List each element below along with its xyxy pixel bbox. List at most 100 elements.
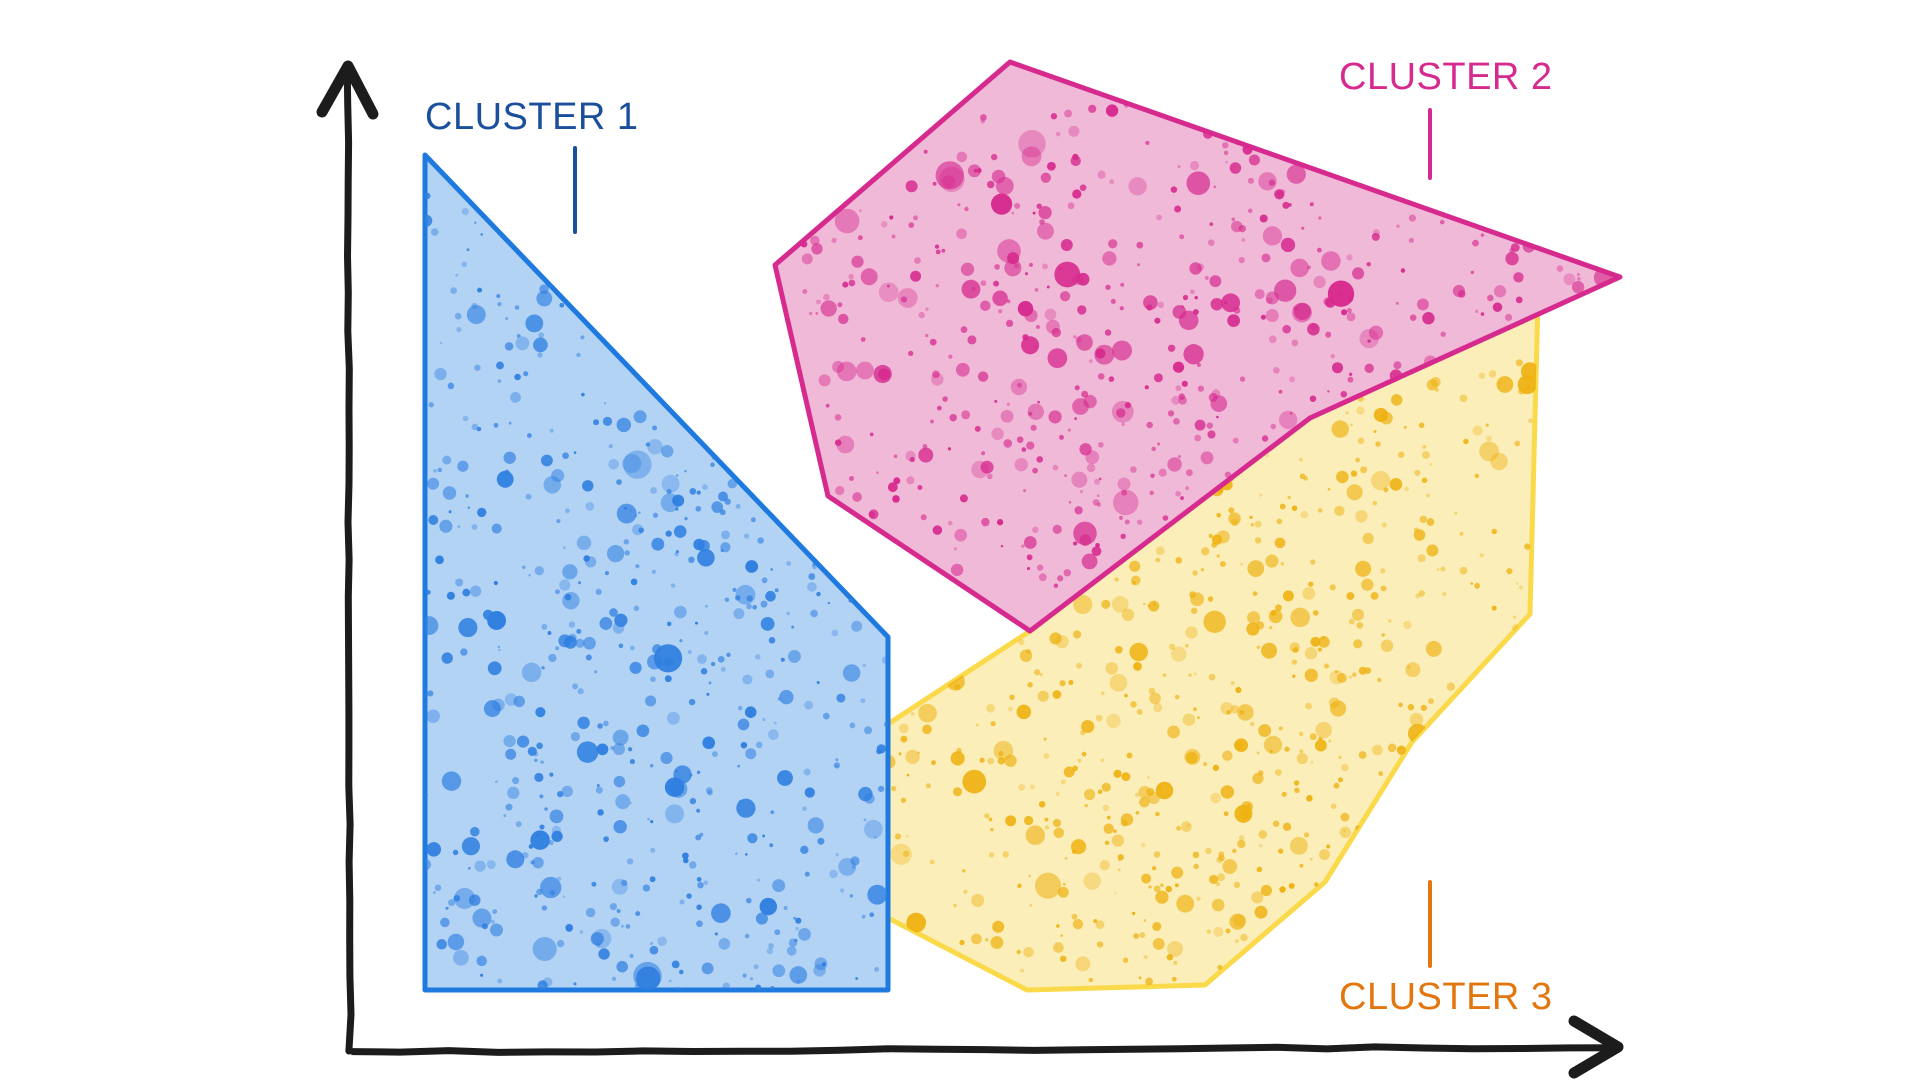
data-point <box>612 743 626 756</box>
data-point <box>1400 268 1406 273</box>
data-point <box>994 264 1000 270</box>
data-point <box>862 663 866 668</box>
data-point <box>1211 389 1221 398</box>
data-point <box>1309 857 1313 861</box>
data-point <box>1057 886 1069 898</box>
data-point <box>1310 636 1321 647</box>
data-point <box>664 675 672 683</box>
data-point <box>1172 361 1185 373</box>
data-point <box>568 621 576 628</box>
data-point <box>913 215 918 221</box>
cluster-1-points <box>425 192 888 990</box>
data-point <box>1446 682 1456 691</box>
data-point <box>1072 189 1082 199</box>
data-point <box>471 524 478 530</box>
data-point <box>525 314 544 333</box>
data-point <box>606 544 625 563</box>
data-point <box>1157 784 1162 789</box>
data-point <box>922 443 928 449</box>
data-point <box>742 973 747 978</box>
data-point <box>629 953 634 959</box>
data-point <box>1081 553 1098 570</box>
data-point <box>1366 261 1371 267</box>
data-point <box>1080 729 1086 736</box>
data-point <box>1345 411 1349 415</box>
cluster-1-group[interactable] <box>419 152 891 993</box>
data-point <box>735 595 741 601</box>
data-point <box>1136 708 1143 715</box>
data-point <box>1038 205 1052 220</box>
data-point <box>1135 810 1140 815</box>
data-point <box>1067 428 1071 432</box>
data-point <box>581 392 585 397</box>
data-point <box>886 284 890 288</box>
data-point <box>1571 281 1585 294</box>
data-point <box>496 361 504 370</box>
data-point <box>712 751 718 757</box>
data-point <box>1041 263 1049 270</box>
data-point <box>1185 644 1189 648</box>
data-point <box>1153 885 1161 893</box>
data-point <box>1153 851 1161 858</box>
data-point <box>576 741 599 763</box>
cluster-3-group[interactable] <box>882 297 1541 993</box>
data-point <box>1472 425 1483 436</box>
cluster-2-group[interactable] <box>772 59 1623 634</box>
data-point <box>1388 619 1392 623</box>
data-point <box>498 648 501 652</box>
data-point <box>1380 568 1386 574</box>
data-point <box>878 282 899 303</box>
data-point <box>1270 423 1277 430</box>
data-point <box>1121 772 1131 782</box>
data-point <box>671 960 680 969</box>
data-point <box>597 723 603 729</box>
data-point <box>555 646 560 651</box>
data-point <box>635 564 640 569</box>
data-point <box>1459 531 1464 536</box>
data-point <box>1314 739 1327 752</box>
data-point <box>724 597 730 603</box>
data-point <box>650 847 656 853</box>
data-point <box>980 300 991 311</box>
cluster-1-label: CLUSTER 1 <box>425 96 639 138</box>
data-point <box>1186 171 1211 196</box>
data-point <box>768 637 776 644</box>
data-point <box>474 221 477 224</box>
data-point <box>1334 670 1338 674</box>
data-point <box>683 857 689 864</box>
data-point <box>829 869 838 879</box>
data-point <box>881 656 888 665</box>
data-point <box>1224 301 1228 305</box>
data-point <box>932 181 937 186</box>
data-point <box>1358 666 1367 675</box>
data-point <box>1105 284 1111 290</box>
data-point <box>496 470 514 488</box>
data-point <box>428 515 439 525</box>
data-point <box>1171 866 1184 879</box>
data-point <box>947 520 953 526</box>
data-point <box>1346 254 1353 261</box>
data-point <box>433 891 436 894</box>
data-point <box>1121 608 1135 621</box>
data-point <box>1378 771 1384 776</box>
data-point <box>556 519 561 524</box>
data-point <box>515 821 522 828</box>
data-point <box>985 938 989 942</box>
data-point <box>818 374 831 387</box>
data-point <box>1251 891 1264 904</box>
data-point <box>1238 257 1245 264</box>
data-point <box>909 456 915 463</box>
data-point <box>1310 559 1316 565</box>
data-point <box>1143 919 1147 922</box>
data-point <box>1252 591 1258 596</box>
data-point <box>1193 707 1197 711</box>
data-point <box>1014 458 1028 472</box>
data-point <box>434 367 447 381</box>
data-point <box>696 904 702 910</box>
data-point <box>860 698 866 704</box>
data-point <box>647 654 663 670</box>
data-point <box>1083 872 1101 890</box>
data-point <box>905 180 918 193</box>
data-point <box>604 571 609 576</box>
data-point <box>1265 309 1279 323</box>
